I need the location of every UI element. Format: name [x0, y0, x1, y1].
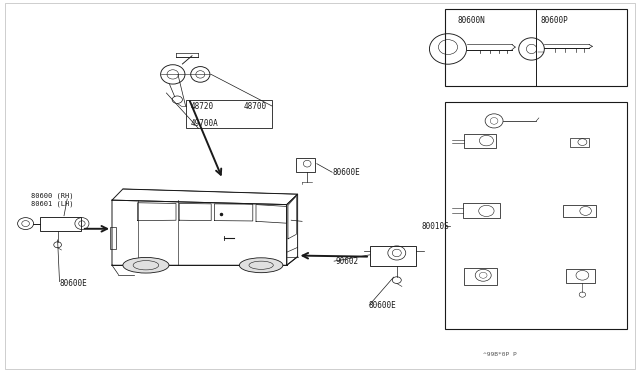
Bar	[296, 158, 315, 172]
Text: 80600 (RH): 80600 (RH)	[31, 192, 73, 199]
Bar	[570, 138, 589, 147]
Bar	[370, 246, 416, 266]
Ellipse shape	[123, 257, 169, 273]
Bar	[464, 268, 497, 285]
Text: 48720: 48720	[191, 102, 214, 110]
Text: 80601 (LH): 80601 (LH)	[31, 200, 73, 207]
Text: 80010S: 80010S	[421, 222, 449, 231]
Text: ^99B*0P P: ^99B*0P P	[483, 352, 517, 357]
Bar	[40, 217, 81, 231]
Text: 80600E: 80600E	[369, 301, 396, 310]
Bar	[563, 205, 596, 217]
Bar	[566, 269, 595, 283]
Text: 80600N: 80600N	[458, 16, 485, 25]
Bar	[445, 102, 627, 329]
Bar	[186, 100, 272, 128]
Text: 49700A: 49700A	[191, 119, 218, 128]
Bar	[463, 203, 500, 218]
Text: 48700: 48700	[243, 102, 266, 110]
Bar	[464, 134, 496, 148]
Text: 80600E: 80600E	[333, 169, 360, 177]
Text: 80600E: 80600E	[60, 279, 87, 288]
Bar	[110, 227, 116, 249]
Text: 80600P: 80600P	[541, 16, 568, 25]
Text: 90602: 90602	[336, 257, 359, 266]
Bar	[445, 9, 627, 86]
Ellipse shape	[239, 258, 283, 273]
